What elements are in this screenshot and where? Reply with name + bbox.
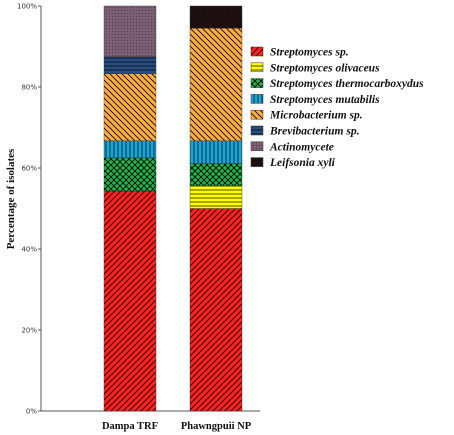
legend-swatch-pattern: [250, 78, 264, 88]
legend-label: Brevibacterium sp.: [269, 126, 359, 138]
bar-stack: [189, 5, 243, 412]
bar-segment-pattern: [103, 191, 157, 412]
legend-item: Leifsonia xyli: [250, 157, 336, 169]
y-tick-label: 40%: [21, 246, 37, 254]
bars: [103, 5, 243, 412]
y-tick-label: 60%: [21, 165, 37, 173]
bar-segment-pattern: [189, 163, 243, 187]
bar-segment-pattern: [103, 56, 157, 74]
y-axis-label: Percentage of isolates: [5, 148, 17, 249]
bar-segment-pattern: [189, 28, 243, 142]
y-tick-label: 80%: [21, 84, 37, 92]
y-tick-label: 0%: [26, 408, 37, 416]
legend: Streptomyces sp. Streptomyces olivaceus St…: [250, 46, 424, 169]
legend-label: Microbacterium sp.: [269, 110, 363, 122]
legend-swatch-pattern: [250, 109, 264, 120]
x-category-label: Dampa TRF: [102, 421, 158, 432]
legend-item: Actinomycete: [250, 141, 334, 153]
legend-label: Streptomyces olivaceus: [270, 62, 380, 74]
legend-item: Streptomyces olivaceus: [250, 62, 380, 74]
y-axis-ticks: 0% 20% 40% 60% 80% 100%: [17, 3, 41, 416]
bar-segment-pattern: [103, 157, 157, 192]
legend-item: Streptomyces sp.: [250, 46, 349, 59]
legend-label: Streptomyces mutabilis: [270, 94, 380, 106]
bar-segment-pattern: [189, 208, 243, 412]
bar-segment-pattern: [103, 5, 157, 57]
bar-segment-pattern: [189, 140, 243, 164]
legend-item: Microbacterium sp.: [250, 109, 363, 122]
legend-label: Streptomyces thermocarboxydus: [270, 78, 424, 90]
legend-swatch-pattern: [250, 62, 264, 73]
bar-segment-pattern: [189, 185, 243, 209]
legend-label: Leifsonia xyli: [269, 157, 336, 169]
legend-swatch-pattern: [250, 125, 264, 136]
legend-swatch-pattern: [250, 46, 264, 57]
x-category-label: Phawngpuii NP: [181, 421, 252, 432]
bar-segment-pattern: [103, 73, 157, 142]
legend-swatch-pattern: [250, 141, 264, 152]
legend-item: Streptomyces thermocarboxydus: [250, 78, 424, 90]
bar-segment-pattern: [103, 140, 157, 159]
legend-label: Streptomyces sp.: [270, 47, 349, 59]
legend-item: Streptomyces mutabilis: [250, 94, 380, 106]
legend-label: Actinomycete: [269, 141, 334, 153]
y-tick-label: 100%: [17, 3, 37, 11]
x-axis-categories: Dampa TRF Phawngpuii NP: [102, 421, 252, 432]
y-tick-label: 20%: [21, 327, 37, 335]
bar-segment-pattern: [189, 5, 243, 29]
legend-swatch-pattern: [250, 157, 264, 167]
legend-swatch-pattern: [250, 94, 264, 104]
legend-item: Brevibacterium sp.: [250, 125, 359, 138]
bar-stack: [103, 5, 157, 412]
